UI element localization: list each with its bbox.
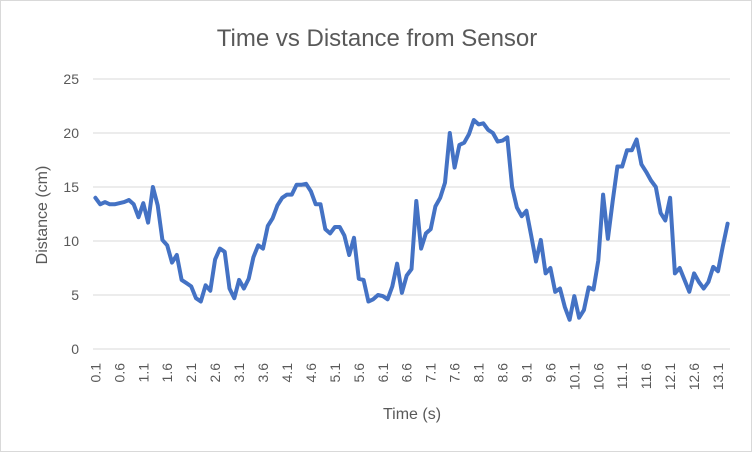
x-tick-label: 6.1 [375,363,391,383]
x-tick-label: 3.6 [255,363,271,383]
x-tick-label: 13.1 [710,363,726,390]
x-tick-label: 10.1 [566,363,582,390]
x-tick-label: 10.6 [590,363,606,390]
x-tick-label: 9.6 [542,363,558,383]
x-tick-label: 3.1 [231,363,247,383]
y-tick-label: 25 [63,71,79,87]
y-axis-ticks: 0 5 10 15 20 25 [63,71,79,357]
x-tick-label: 12.1 [662,363,678,390]
x-tick-label: 2.6 [207,363,223,383]
x-tick-label: 12.6 [686,363,702,390]
x-tick-label: 4.1 [279,363,295,383]
y-tick-label: 10 [63,233,79,249]
x-tick-label: 2.1 [183,363,199,383]
distance-series-line [93,118,730,322]
x-tick-label: 5.1 [327,363,343,383]
x-tick-label: 7.6 [447,363,463,383]
x-tick-label: 8.6 [495,363,511,383]
x-tick-label: 1.6 [159,363,175,383]
y-tick-label: 5 [71,287,79,303]
x-axis-ticks: 0.1 0.6 1.1 1.6 2.1 2.6 3.1 3.6 4.1 4.6 5.1 5.6 6.1 6… [87,363,726,390]
y-tick-label: 0 [71,341,79,357]
x-tick-label: 4.6 [303,363,319,383]
x-tick-label: 6.6 [399,363,415,383]
y-tick-label: 15 [63,179,79,195]
x-tick-label: 0.6 [111,363,127,383]
chart-title: Time vs Distance from Sensor [217,25,538,52]
gridlines [93,78,730,350]
x-tick-label: 11.1 [614,363,630,389]
y-tick-label: 20 [63,125,79,141]
x-tick-label: 7.1 [423,363,439,383]
x-tick-label: 5.6 [351,363,367,383]
x-tick-label: 1.1 [135,363,151,383]
x-tick-label: 0.1 [87,363,103,383]
y-axis-title: Distance (cm) [34,166,51,265]
x-axis-title: Time (s) [383,406,441,423]
x-tick-label: 9.1 [518,363,534,383]
x-tick-label: 11.6 [638,363,654,389]
x-tick-label: 8.1 [471,363,487,383]
